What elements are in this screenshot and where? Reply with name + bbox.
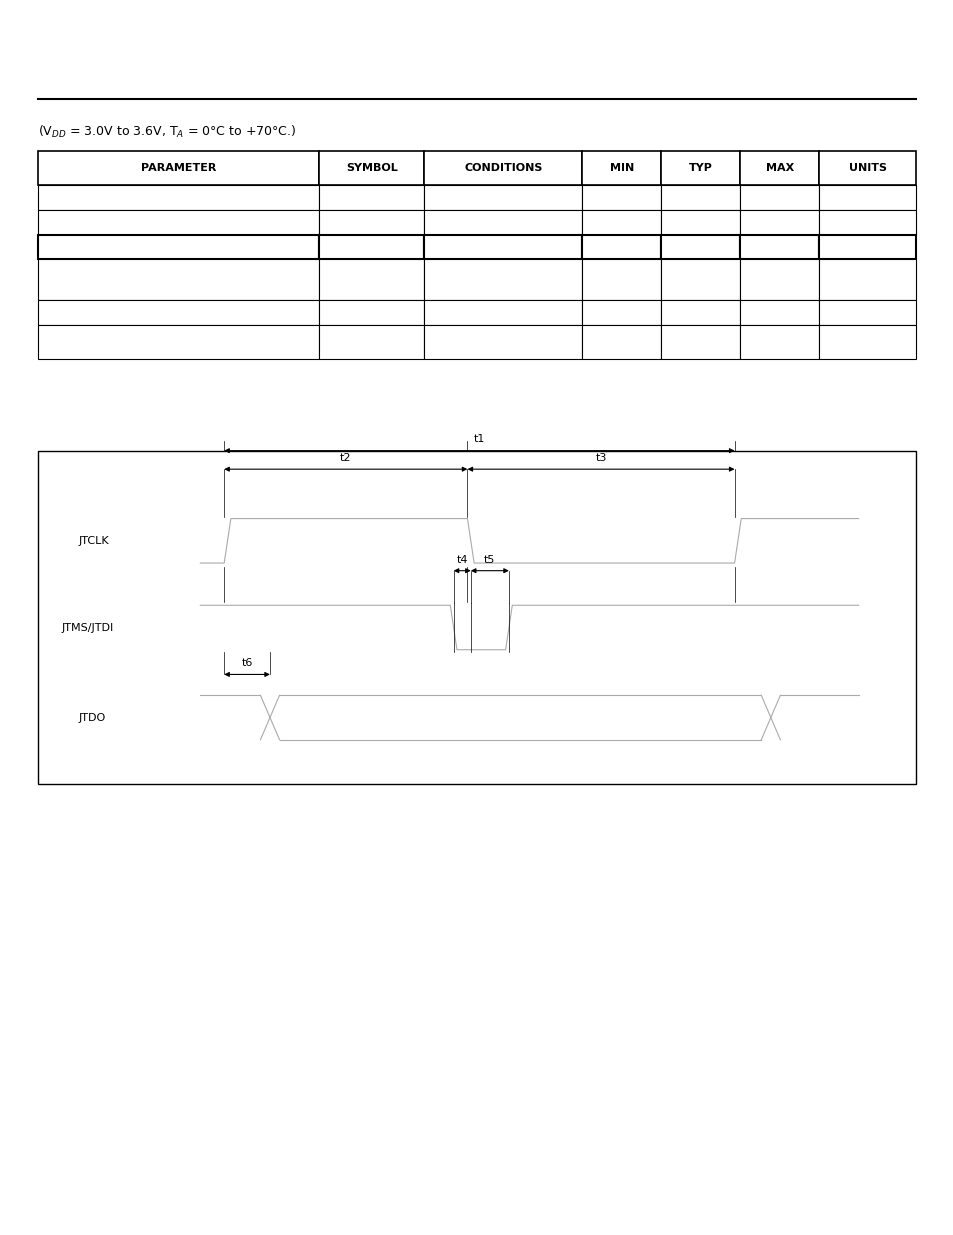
Text: UNITS: UNITS xyxy=(847,163,885,173)
Bar xyxy=(424,151,581,185)
Bar xyxy=(318,325,424,359)
Text: t2: t2 xyxy=(339,453,352,463)
Bar xyxy=(740,235,819,259)
Bar xyxy=(819,210,915,235)
Text: JTDO: JTDO xyxy=(78,713,106,722)
Bar xyxy=(740,210,819,235)
Bar xyxy=(660,259,740,300)
Bar xyxy=(38,151,318,185)
Bar xyxy=(318,151,424,185)
Bar xyxy=(740,151,819,185)
Bar xyxy=(318,185,424,210)
Bar xyxy=(581,300,660,325)
Text: t5: t5 xyxy=(484,555,495,564)
Text: MIN: MIN xyxy=(609,163,634,173)
Text: t3: t3 xyxy=(595,453,606,463)
Bar xyxy=(581,151,660,185)
Text: MAX: MAX xyxy=(765,163,793,173)
Bar xyxy=(819,325,915,359)
Bar xyxy=(424,185,581,210)
Bar xyxy=(819,235,915,259)
Bar xyxy=(424,235,581,259)
Bar xyxy=(740,185,819,210)
Text: TYP: TYP xyxy=(688,163,712,173)
Bar xyxy=(424,325,581,359)
Text: t1: t1 xyxy=(474,435,484,445)
Text: t6: t6 xyxy=(241,658,253,668)
Bar xyxy=(38,259,318,300)
Text: CONDITIONS: CONDITIONS xyxy=(464,163,542,173)
Bar xyxy=(318,210,424,235)
Bar xyxy=(581,259,660,300)
Text: JTCLK: JTCLK xyxy=(78,536,109,546)
Bar xyxy=(740,300,819,325)
Bar xyxy=(819,185,915,210)
Bar xyxy=(819,300,915,325)
Bar xyxy=(660,151,740,185)
Bar xyxy=(581,185,660,210)
Bar xyxy=(660,235,740,259)
Bar xyxy=(660,325,740,359)
Bar xyxy=(318,259,424,300)
Bar xyxy=(424,210,581,235)
Bar xyxy=(38,300,318,325)
Text: JTMS/JTDI: JTMS/JTDI xyxy=(62,622,114,632)
Bar xyxy=(740,259,819,300)
Bar xyxy=(581,210,660,235)
Text: t4: t4 xyxy=(456,555,468,564)
Bar xyxy=(38,210,318,235)
Bar xyxy=(819,151,915,185)
Bar xyxy=(740,325,819,359)
Text: (V$_{DD}$ = 3.0V to 3.6V, T$_{A}$ = 0°C to +70°C.): (V$_{DD}$ = 3.0V to 3.6V, T$_{A}$ = 0°C … xyxy=(38,124,296,140)
Bar xyxy=(660,210,740,235)
Bar xyxy=(424,300,581,325)
Bar xyxy=(660,300,740,325)
Bar xyxy=(318,235,424,259)
Bar xyxy=(38,235,318,259)
Text: PARAMETER: PARAMETER xyxy=(141,163,216,173)
Text: SYMBOL: SYMBOL xyxy=(345,163,397,173)
Bar xyxy=(581,235,660,259)
Bar xyxy=(38,451,915,784)
Bar xyxy=(424,259,581,300)
Bar xyxy=(819,259,915,300)
Bar xyxy=(38,185,318,210)
Bar xyxy=(38,325,318,359)
Bar xyxy=(581,325,660,359)
Bar xyxy=(660,185,740,210)
Bar xyxy=(318,300,424,325)
